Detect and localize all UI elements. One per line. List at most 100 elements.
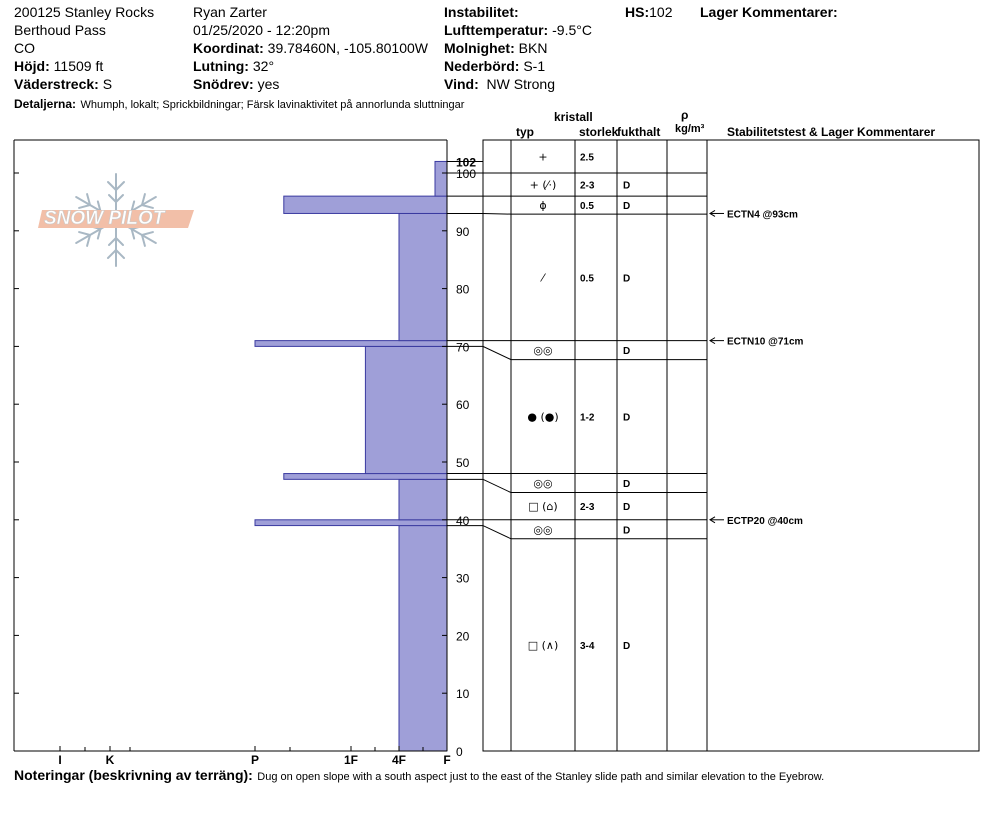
notes-row: Noteringar (beskrivning av terräng): Dug… bbox=[14, 768, 824, 784]
observer: Ryan Zarter bbox=[193, 4, 267, 20]
wind-value: NW Strong bbox=[486, 76, 555, 92]
grain-size: 2-3 bbox=[580, 502, 595, 513]
hardness-bar bbox=[434, 160, 448, 197]
details-row: Detaljerna: Whumph, lokalt; Sprickbildni… bbox=[14, 96, 464, 112]
cloud-value: BKN bbox=[518, 40, 548, 56]
stability-test: ECTP20 @40cm bbox=[727, 516, 803, 527]
height-tick-label: 40 bbox=[456, 514, 470, 528]
layer-comments-title: Lager Kommentarer: bbox=[700, 4, 838, 20]
coordinate-value: 39.78460N, -105.80100W bbox=[267, 40, 428, 56]
details-label: Detaljerna: bbox=[14, 97, 77, 111]
grain-type: ● (●) bbox=[527, 411, 558, 424]
moisture: D bbox=[623, 479, 630, 490]
hardness-bar bbox=[283, 473, 448, 480]
slope-value: 32° bbox=[252, 58, 275, 74]
details-value: Whumph, lokalt; Sprickbildningar; Färsk … bbox=[80, 99, 465, 111]
hs-axis-label: 102 bbox=[456, 155, 476, 169]
hardness-bar bbox=[364, 345, 448, 475]
hardness-tick-label: P bbox=[251, 753, 259, 767]
moisture: D bbox=[623, 273, 630, 284]
precip-value: S-1 bbox=[523, 58, 546, 74]
notes-label: Noteringar (beskrivning av terräng): bbox=[14, 767, 253, 783]
hardness-tick-label: F bbox=[443, 753, 450, 767]
datetime: 01/25/2020 - 12:20pm bbox=[193, 22, 330, 38]
state: CO bbox=[14, 40, 35, 56]
layer-table-frame bbox=[482, 139, 980, 752]
stability-test: ECTN10 @71cm bbox=[727, 337, 804, 348]
hardness-tick-label: 4F bbox=[392, 753, 406, 767]
hs-row: HS:102 bbox=[625, 5, 672, 19]
drifting-label: Snödrev: bbox=[193, 76, 254, 92]
notes-value: Dug on open slope with a south aspect ju… bbox=[257, 771, 825, 783]
air-temp-row: Lufttemperatur: -9.5°C bbox=[444, 23, 592, 37]
cloud-label: Molnighet: bbox=[444, 40, 515, 56]
type-header: typ bbox=[516, 125, 534, 139]
slope-label: Lutning: bbox=[193, 58, 249, 74]
elevation-label: Höjd: bbox=[14, 58, 50, 74]
coordinate-row: Koordinat: 39.78460N, -105.80100W bbox=[193, 41, 428, 55]
snowpilot-logo: SNOW PILOT bbox=[36, 170, 196, 270]
elevation-value: 11509 ft bbox=[53, 58, 104, 74]
height-tick-label: 90 bbox=[456, 225, 470, 239]
hardness-tick-label: 1F bbox=[344, 753, 358, 767]
hardness-bar bbox=[398, 478, 448, 521]
logo-text: SNOW PILOT bbox=[44, 208, 165, 229]
layer-connector bbox=[447, 478, 512, 494]
moisture: D bbox=[623, 641, 630, 652]
precip-row: Nederbörd: S-1 bbox=[444, 59, 545, 73]
moisture: D bbox=[623, 525, 630, 536]
aspect-label: Väderstreck: bbox=[14, 76, 99, 92]
drifting-row: Snödrev: yes bbox=[193, 77, 279, 91]
grain-type: ϕ bbox=[539, 199, 546, 212]
stability-test: ECTN4 @93cm bbox=[727, 209, 798, 220]
height-tick-label: 80 bbox=[456, 283, 470, 297]
height-tick-label: 100 bbox=[456, 167, 476, 181]
grain-size: 0.5 bbox=[580, 273, 594, 284]
grain-type: ◎◎ bbox=[533, 477, 552, 490]
air-temp-value: -9.5°C bbox=[552, 22, 592, 38]
location: Berthoud Pass bbox=[14, 22, 106, 38]
grain-size: 2.5 bbox=[580, 153, 594, 164]
moisture: D bbox=[623, 413, 630, 424]
hs-label: HS: bbox=[625, 4, 650, 20]
instability-label: Instabilitet: bbox=[444, 4, 519, 20]
hardness-tick-label: K bbox=[106, 753, 115, 767]
height-tick-label: 30 bbox=[456, 572, 470, 586]
site-name: 200125 Stanley Rocks bbox=[14, 4, 155, 20]
height-tick-label: 50 bbox=[456, 456, 470, 470]
elevation-row: Höjd: 11509 ft bbox=[14, 59, 103, 73]
hardness-bar bbox=[254, 340, 448, 347]
grain-size: 1-2 bbox=[580, 413, 595, 424]
grain-type: □ (∧) bbox=[528, 639, 559, 652]
stability-arrowhead bbox=[709, 516, 716, 524]
hardness-bar bbox=[398, 525, 448, 752]
hardness-tick-label: I bbox=[58, 753, 61, 767]
aspect-row: Väderstreck: S bbox=[14, 77, 112, 91]
density-symbol: ρ bbox=[681, 108, 689, 122]
layer-connector bbox=[447, 525, 512, 540]
size-header: storlek bbox=[579, 125, 619, 139]
height-tick-label: 20 bbox=[456, 629, 470, 643]
stability-header: Stabilitetstest & Lager Kommentarer bbox=[727, 125, 936, 139]
moisture: D bbox=[623, 502, 630, 513]
snowflake-icon bbox=[38, 173, 194, 267]
wind-row: Vind: NW Strong bbox=[444, 77, 555, 91]
grain-size: 2-3 bbox=[580, 181, 595, 192]
hardness-bar bbox=[398, 212, 448, 342]
moisture: D bbox=[623, 201, 630, 212]
moisture: D bbox=[623, 346, 630, 357]
stability-arrowhead bbox=[709, 210, 716, 217]
wind-label: Vind: bbox=[444, 76, 479, 92]
coordinate-label: Koordinat: bbox=[193, 40, 264, 56]
grain-type: + (⁄·) bbox=[530, 179, 557, 192]
grain-type: □ (⌂) bbox=[528, 500, 557, 513]
grain-type: ◎◎ bbox=[533, 523, 552, 536]
height-tick-label: 10 bbox=[456, 687, 470, 701]
layer-connector bbox=[447, 345, 512, 361]
grain-type: ◎◎ bbox=[533, 344, 552, 357]
height-tick-label: 0 bbox=[456, 745, 463, 759]
hardness-bar bbox=[283, 195, 448, 214]
moisture: D bbox=[623, 181, 630, 192]
slope-row: Lutning: 32° bbox=[193, 59, 274, 73]
